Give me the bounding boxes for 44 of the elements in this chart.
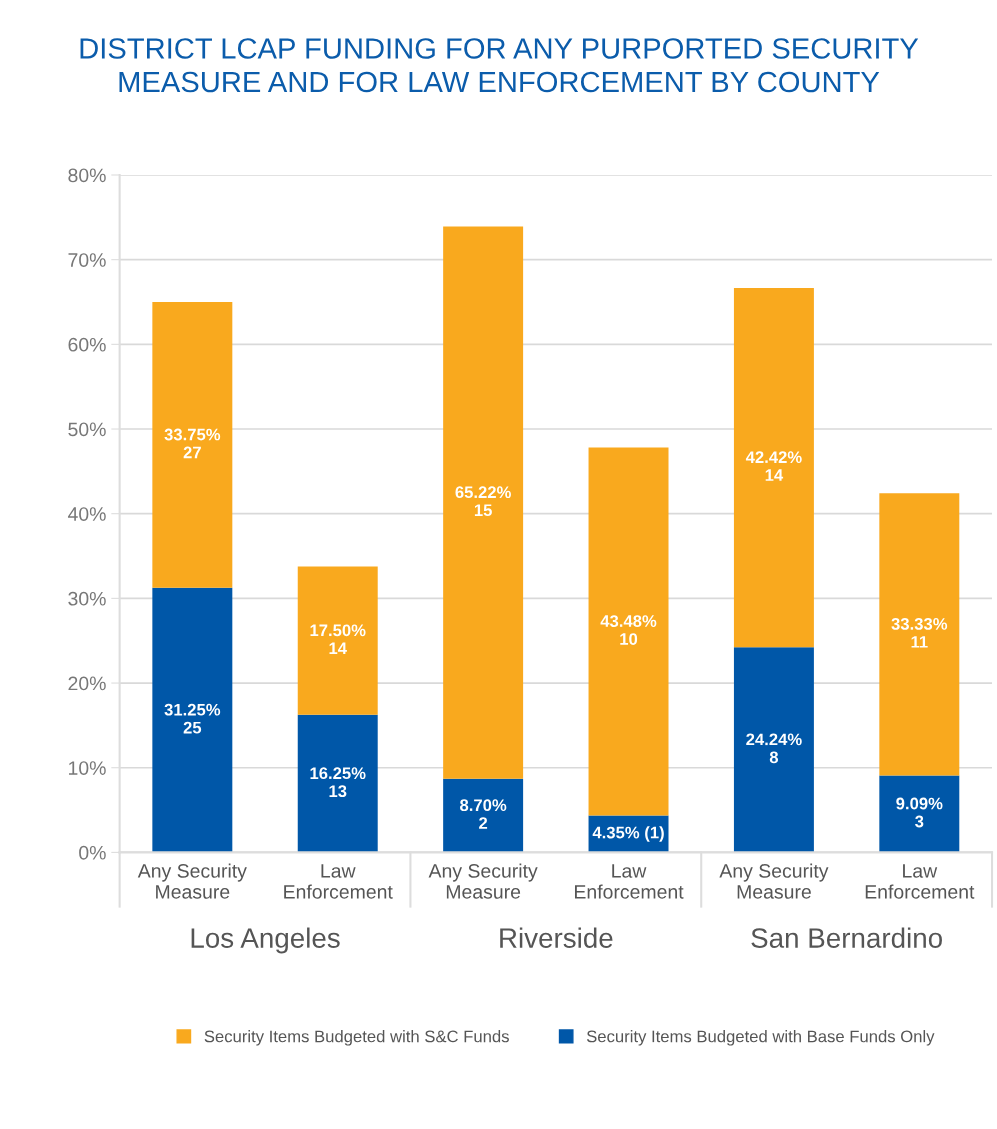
data-label: 33.33% 11 [891,618,948,648]
x-tick-label: Any Security Measure [428,863,538,899]
bar [733,647,814,853]
bar [443,778,524,853]
x-tick-label: Law Enforcement [575,864,684,899]
bar [588,447,669,816]
legend-label: Security Items Budgeted with Base Funds Only [586,1030,935,1046]
data-label: 8.70% 2 [460,799,507,829]
data-label: 31.25% 25 [164,703,221,734]
x-tick-label: Law Enforcement [865,864,975,899]
y-tick-label: 60% [68,337,106,352]
bar [879,493,960,776]
text: San Bernardino [751,927,942,948]
data-label: 43.48% 10 [600,615,657,645]
y-tick-label: 20% [68,676,106,691]
legend-label: Security Items Budgeted with S&C Funds [204,1030,509,1046]
data-label: 65.22% 15 [455,486,511,517]
data-label: 33.75% 27 [164,428,221,459]
data-label: 16.25% 13 [310,767,366,798]
bar [152,587,233,853]
chart-title: DISTRICT LCAP FUNDING FOR ANY PURPORTED SECURITY MEASURE AND FOR LAW ENFORCEMENT BY COUNTY [80,38,919,93]
bar [297,714,378,853]
data-label: 42.42% 14 [745,451,802,481]
text: Los Angeles [191,927,340,954]
data-label: 24.24% 8 [746,733,802,764]
y-tick-label: 40% [67,507,106,521]
y-tick-label: 30% [68,591,106,606]
bar [879,775,960,853]
data-label: 4.35% (1) [592,826,664,842]
x-tick-label: Any Security Measure [137,863,247,899]
y-tick-label: 50% [68,422,106,437]
y-tick-label: 0% [79,845,106,860]
x-tick-label: Law Enforcement [284,864,393,899]
bar [152,302,233,588]
y-tick-label: 80% [68,168,106,183]
bar [733,287,814,648]
x-tick-label: Any Security Measure [719,863,829,899]
bar [297,566,378,715]
data-label: 9.09% 3 [896,797,943,828]
y-tick-label: 10% [69,761,106,775]
y-tick-label: 70% [68,253,106,267]
bar [443,226,524,779]
data-label: 17.50% 14 [310,624,366,654]
text: Riverside [500,927,613,948]
